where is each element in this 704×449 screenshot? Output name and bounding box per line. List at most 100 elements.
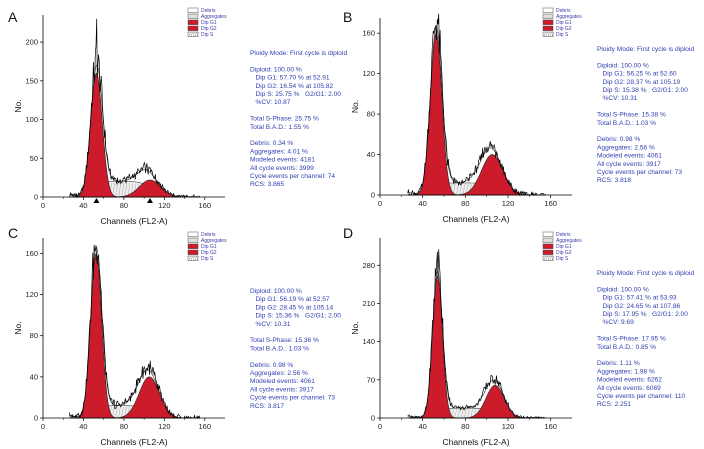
y-tick-label: 0 — [371, 191, 375, 200]
s-phase-hatch — [124, 183, 128, 198]
y-tick-label: 160 — [362, 29, 375, 38]
legend-swatch — [542, 25, 554, 31]
legend-label: Dip S — [556, 32, 569, 38]
legend-label: Dip S — [556, 256, 569, 262]
x-axis-title: Channels (FL2-A) — [100, 437, 167, 447]
legend-swatch — [187, 7, 199, 13]
y-tick-label: 80 — [30, 331, 38, 340]
legend-swatch — [187, 31, 199, 37]
legend-label: Debris — [556, 8, 571, 14]
s-phase-hatch — [459, 184, 462, 196]
legend-hatch — [551, 31, 554, 37]
stats-line: Ploidy Mode: First cycle is diploid — [250, 50, 347, 57]
y-tick-label: 210 — [362, 299, 375, 308]
x-tick-label: 80 — [120, 422, 128, 431]
legend-hatch — [190, 31, 193, 37]
stats-line: Total B.A.D.: 1.03 % — [250, 345, 309, 352]
s-phase-hatch — [454, 409, 457, 419]
s-phase-hatch — [463, 409, 467, 419]
stats-line: All cycle events: 3917 — [597, 161, 661, 168]
legend-hatch — [545, 255, 548, 261]
y-tick-label: 50 — [30, 154, 38, 163]
legend-swatch — [542, 231, 554, 237]
legend-swatch — [187, 243, 199, 249]
legend-hatch — [194, 255, 197, 261]
stats-line: Total S-Phase: 15.38 % — [597, 112, 666, 119]
y-tick-label: 280 — [362, 261, 375, 270]
legend-hatch — [190, 255, 193, 261]
legend-swatch — [542, 31, 554, 37]
x-tick-label: 0 — [378, 422, 382, 431]
stats-line: Debris: 0.34 % — [250, 140, 293, 147]
stats-line: %CV: 10.87 — [250, 99, 291, 106]
x-tick-label: 120 — [502, 199, 515, 208]
s-phase-hatch — [118, 406, 121, 419]
legend-label: Debris — [201, 232, 216, 238]
y-axis-title: No. — [350, 321, 360, 334]
y-tick-label: 0 — [371, 414, 375, 423]
raw-histogram-line — [407, 249, 546, 419]
stats-line: Aggregates: 2.56 % — [250, 370, 308, 377]
legend-swatch — [187, 249, 199, 255]
stats-line: Dip S: 25.75 % G2/G1: 2.00 — [250, 91, 341, 98]
stats-line: Dip G2: 28.45 % at 105.14 — [250, 304, 334, 311]
stats-line: Modeled events: 4181 — [250, 157, 315, 164]
y-tick-label: 80 — [367, 110, 375, 119]
legend-label: Dip G1 — [556, 244, 572, 250]
stats-line: Modeled events: 4061 — [250, 378, 315, 385]
stats-line: Dip G2: 16.54 % at 105.82 — [250, 83, 334, 90]
y-tick-label: 160 — [25, 249, 38, 258]
legend-swatch — [542, 243, 554, 249]
x-tick-label: 40 — [79, 201, 87, 210]
stats-line: Cycle events per channel: 74 — [250, 173, 335, 180]
y-tick-label: 120 — [25, 290, 38, 299]
s-phase-hatch — [121, 183, 124, 198]
legend-hatch — [188, 255, 191, 261]
raw-histogram-line — [68, 244, 201, 420]
stats-line: Debris: 1.11 % — [597, 360, 640, 367]
stats-line: %CV: 10.31 — [250, 321, 291, 328]
stats-line: %CV: 9.69 — [597, 319, 634, 326]
s-phase-hatch — [467, 409, 470, 419]
stats-line: RCS: 3.865 — [250, 181, 284, 188]
x-tick-label: 80 — [120, 201, 128, 210]
x-tick-label: 40 — [418, 199, 426, 208]
stats-line: Total S-Phase: 17.95 % — [597, 336, 666, 343]
stats-line: Aggregates: 4.01 % — [250, 148, 308, 155]
legend-hatch — [543, 31, 546, 37]
x-tick-label: 120 — [158, 422, 171, 431]
legend-label: Dip G2 — [201, 26, 217, 32]
stats-line: RCS: 2.251 — [597, 401, 631, 408]
legend-swatch — [187, 231, 199, 237]
y-tick-label: 140 — [362, 337, 375, 346]
legend-hatch — [188, 31, 191, 37]
stats-line: Dip G1: 56.19 % at 52.57 — [250, 296, 330, 303]
histogram-panel-c: C 0 40 80 120 160 0 40 80 120 160 Channels (FL2-A) N… — [8, 225, 341, 447]
histogram-panel-a: A 0 40 80 120 160 0 50 100 150 200 Channels (FL2-A)… — [8, 7, 347, 226]
legend-swatch — [542, 249, 554, 255]
peak-marker — [146, 198, 153, 203]
g1-peak-area — [69, 72, 200, 198]
y-tick-label: 40 — [367, 150, 375, 159]
stats-line: Modeled events: 4061 — [597, 153, 662, 160]
legend-swatch — [542, 7, 554, 13]
legend-hatch — [192, 31, 195, 37]
y-tick-label: 150 — [25, 76, 38, 85]
legend-swatch — [542, 13, 554, 19]
stats-line: Debris: 0.98 % — [250, 362, 293, 369]
stats-line: Aggregates: 1.98 % — [597, 368, 655, 375]
histogram-panel-d: D 0 40 80 120 160 0 70 140 210 280 Channels (FL2-A)… — [343, 225, 694, 447]
panel-letter: B — [343, 9, 352, 25]
stats-line: Dip S: 17.95 % G2/G1: 2.00 — [597, 311, 688, 318]
y-axis-title: No. — [350, 100, 360, 113]
legend-label: Aggregates — [556, 14, 582, 20]
x-tick-label: 0 — [378, 199, 382, 208]
x-tick-label: 0 — [41, 422, 45, 431]
x-tick-label: 120 — [502, 422, 515, 431]
legend-hatch — [549, 255, 552, 261]
stats-line: %CV: 10.31 — [597, 95, 638, 102]
s-phase-hatch — [115, 183, 118, 198]
